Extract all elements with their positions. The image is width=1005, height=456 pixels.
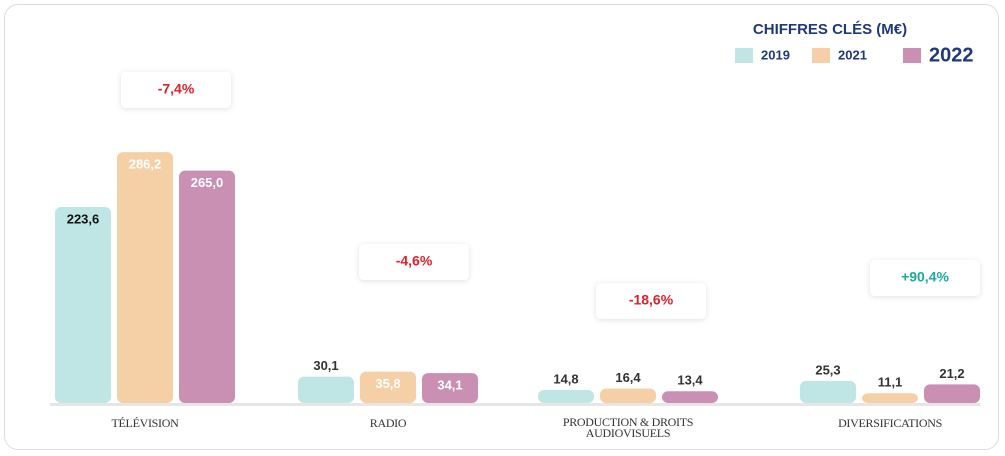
bar: [179, 170, 235, 403]
value-label: 286,2: [129, 157, 162, 172]
value-label: 16,4: [615, 370, 641, 385]
annotation-box: [121, 72, 231, 108]
value-label: 223,6: [67, 211, 100, 226]
x-tick-label: DIVERSIFICATIONS: [838, 416, 942, 430]
bar: [117, 152, 173, 403]
annotation: +90,4%: [901, 269, 949, 285]
value-label: 25,3: [815, 362, 840, 377]
legend-label: 2021: [838, 47, 867, 62]
annotation: -18,6%: [629, 292, 674, 308]
legend-label: 2019: [761, 47, 790, 62]
chart-title: CHIFFRES CLÉS (M€): [753, 21, 907, 38]
bar: [538, 390, 594, 403]
value-label: 35,8: [375, 376, 400, 391]
baseline: [50, 403, 980, 406]
value-label: 265,0: [191, 175, 224, 190]
annotation-box: [359, 244, 469, 280]
value-label: 21,2: [939, 366, 964, 381]
bar: [800, 380, 856, 403]
value-label: 13,4: [677, 373, 703, 388]
legend-swatch: [735, 48, 753, 63]
value-label: 11,1: [878, 375, 903, 390]
bar: [600, 388, 656, 403]
x-tick-label: TÉLÉVISION: [111, 416, 179, 430]
legend-swatch: [903, 48, 921, 63]
legend-label: 2022: [929, 44, 974, 66]
value-label: 34,1: [437, 378, 462, 393]
annotation-box: [870, 260, 980, 296]
annotation-box: [596, 283, 706, 319]
bar: [360, 371, 416, 403]
x-tick-label: RADIO: [369, 416, 407, 430]
x-tick-label: PRODUCTION & DROITS AUDIOVISUELS: [562, 415, 694, 440]
bar: [298, 376, 354, 403]
annotation: -4,6%: [396, 253, 433, 269]
annotation: -7,4%: [158, 81, 195, 97]
bar: [862, 393, 918, 403]
bar: [55, 206, 111, 403]
legend-swatch: [812, 48, 830, 63]
bar: [924, 384, 980, 403]
bar: [422, 373, 478, 403]
bar: [662, 391, 718, 403]
value-label: 30,1: [313, 358, 338, 373]
value-label: 14,8: [553, 371, 578, 386]
